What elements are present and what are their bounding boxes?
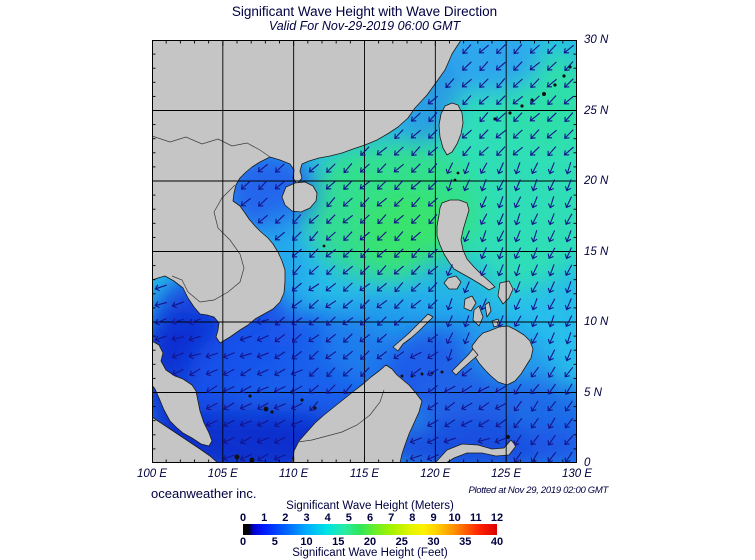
legend-meters-tick: 7 xyxy=(388,512,395,524)
legend-meters-tick: 5 xyxy=(345,512,352,524)
x-axis-tick-label: 130 E xyxy=(561,468,593,480)
chart-subtitle: Valid For Nov-29-2019 06:00 GMT xyxy=(268,19,461,33)
legend-meters-tick: 3 xyxy=(303,512,310,524)
legend-feet-tick: 5 xyxy=(271,536,278,548)
plotted-at-text: Plotted at Nov 29, 2019 02:00 GMT xyxy=(468,485,608,496)
legend-meters-tick: 4 xyxy=(324,512,331,524)
legend-meters-tick: 11 xyxy=(470,512,482,524)
legend-feet-tick: 40 xyxy=(490,536,504,548)
y-axis-tick-label: 5 N xyxy=(584,386,602,399)
legend-feet-tick: 25 xyxy=(395,536,408,548)
country-borders xyxy=(152,135,385,443)
x-axis-tick-label: 105 E xyxy=(207,468,238,480)
legend-feet-tick: 20 xyxy=(363,536,377,548)
land-layer xyxy=(152,40,572,463)
legend-meters-tick: 6 xyxy=(366,512,374,524)
y-axis-tick-label: 10 N xyxy=(584,316,609,328)
legend-meters-tick: 9 xyxy=(430,512,437,524)
wave-height-colorbar xyxy=(243,524,497,535)
credit-text: oceanweather inc. xyxy=(151,486,257,501)
legend-meters-tick: 1 xyxy=(261,512,268,524)
x-axis-tick-label: 110 E xyxy=(279,468,309,480)
y-axis-tick-label: 0 xyxy=(584,457,591,469)
map-canvas xyxy=(152,40,577,463)
x-axis-tick-label: 115 E xyxy=(349,468,380,480)
legend-feet-tick: 30 xyxy=(427,536,440,548)
legend-meters-tick: 2 xyxy=(282,512,289,524)
legend-feet-label: Significant Wave Height (Feet) xyxy=(292,547,448,559)
x-axis-tick-label: 100 E xyxy=(136,468,168,480)
wave-direction-arrows xyxy=(154,44,575,463)
legend-feet-tick: 10 xyxy=(300,536,313,548)
legend-meters-tick: 8 xyxy=(409,512,416,524)
legend-feet-tick: 15 xyxy=(332,536,345,548)
x-axis-tick-label: 120 E xyxy=(420,468,451,480)
x-axis-tick-label: 125 E xyxy=(491,468,522,480)
y-axis-tick-label: 30 N xyxy=(584,34,609,46)
legend-meters-label: Significant Wave Height (Meters) xyxy=(286,500,454,512)
y-axis-tick-label: 25 N xyxy=(584,104,609,117)
chart-title: Significant Wave Height with Wave Direct… xyxy=(231,4,498,19)
legend-meters-tick: 10 xyxy=(448,512,461,524)
legend-meters-tick: 12 xyxy=(490,512,504,524)
legend-feet-tick: 35 xyxy=(459,536,472,548)
legend-meters-tick: 0 xyxy=(239,512,247,524)
y-axis-tick-label: 15 N xyxy=(584,245,609,258)
y-axis-tick-label: 20 N xyxy=(584,175,609,187)
legend-feet-tick: 0 xyxy=(239,536,247,548)
